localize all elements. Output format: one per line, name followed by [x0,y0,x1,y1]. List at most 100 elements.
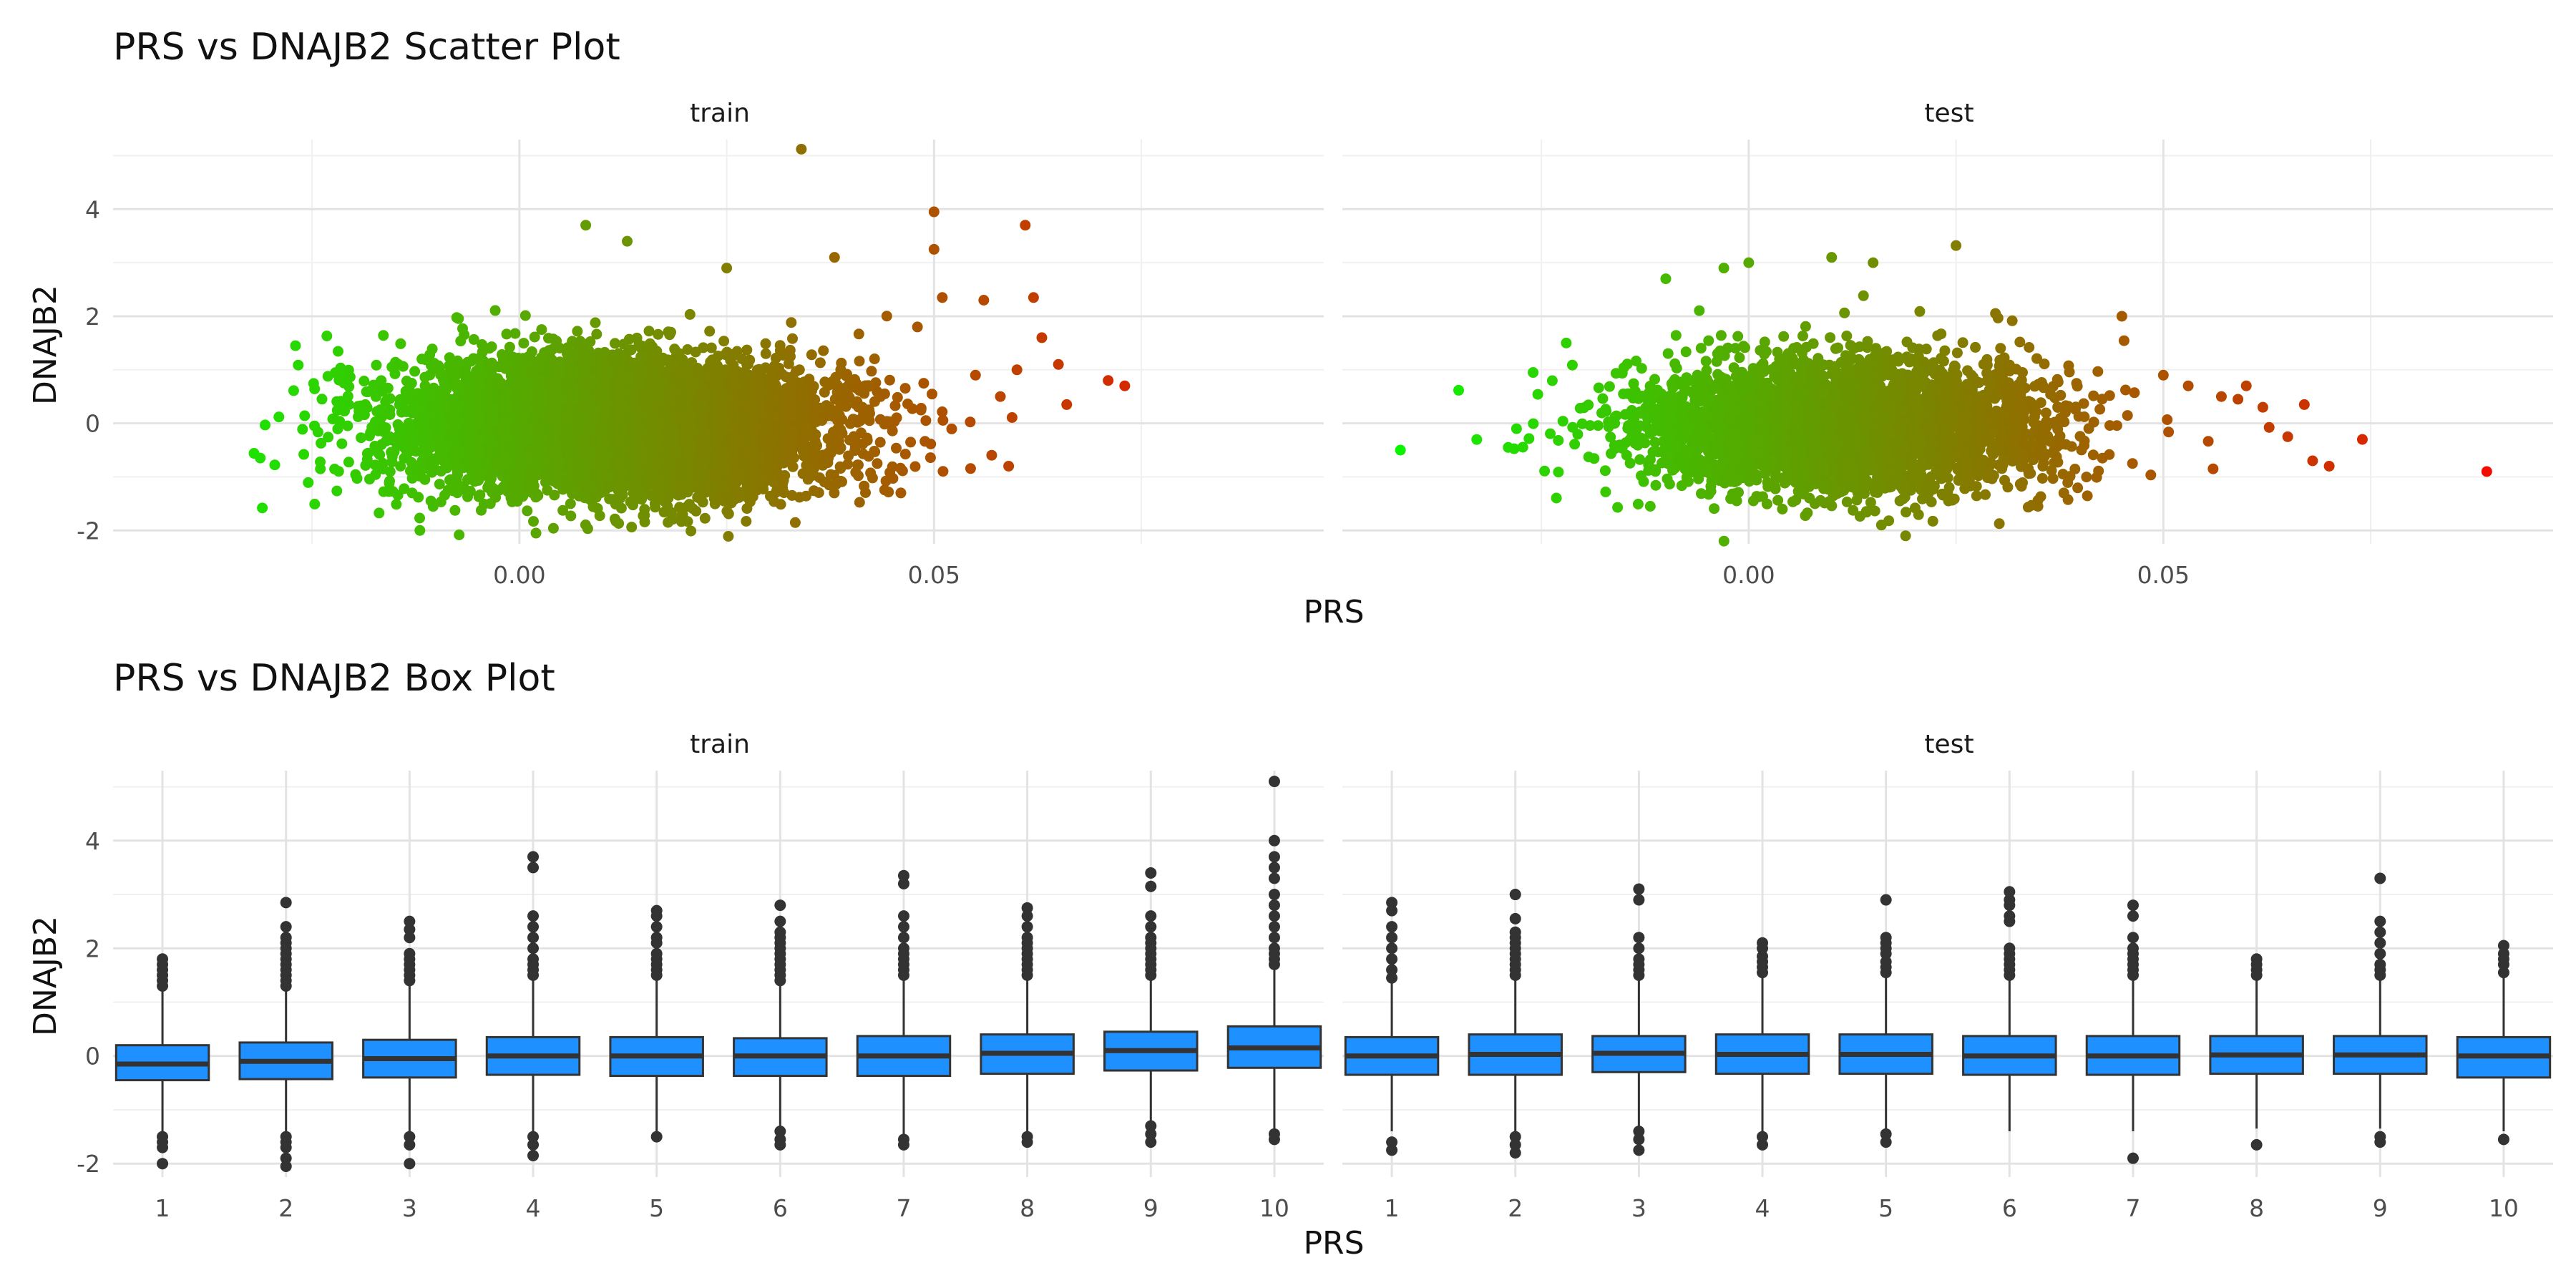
scatter-point [902,399,913,409]
scatter-strip-test: test [1924,99,1974,128]
scatter-point [872,458,883,469]
scatter-point [854,497,865,508]
scatter-point [866,366,877,377]
scatter-point [414,512,425,524]
scatter-point [591,328,602,340]
scatter-point [288,385,299,396]
scatter-point [489,305,501,316]
scatter-point [786,317,797,328]
scatter-point [399,452,410,464]
scatter-point [789,517,801,528]
scatter-point [529,331,540,343]
scatter-point [709,498,721,509]
scatter-point [518,338,530,349]
scatter-point [760,348,771,359]
scatter-point [473,491,484,502]
scatter-point [682,344,693,355]
scatter-point [378,330,389,341]
scatter-point [358,376,370,386]
scatter-point [389,368,401,379]
scatter-point [373,447,384,459]
scatter-point [592,503,603,514]
scatter-point [356,432,367,444]
scatter-point [804,374,815,385]
scatter-point [554,343,565,353]
scatter-point [836,357,847,369]
scatter-point [342,420,353,431]
scatter-point [859,480,870,492]
scatter-point [484,343,495,354]
scatter-point [332,424,343,434]
scatter-point [937,466,949,477]
scatter-point [453,313,464,324]
scatter-point [393,358,404,370]
scatter-point [391,499,402,510]
scatter-point [937,406,948,417]
scatter-point [610,338,620,349]
scatter-point [775,499,786,510]
scatter-point [409,366,421,377]
scatter-point [918,378,930,389]
scatter-point [706,342,717,353]
scatter-point [686,525,697,537]
scatter-point [618,350,629,361]
scatter-point [565,498,576,509]
scatter-point [509,328,521,339]
scatter-point [522,505,533,517]
scatter-point [484,498,496,509]
scatter-point [946,423,957,434]
scatter-chart: PRS vs DNAJB2 Scatter Plot train test -2… [27,26,2553,630]
scatter-point [927,389,937,400]
scatter-point [590,317,601,328]
scatter-point [468,333,479,345]
scatter-point [336,438,348,449]
scatter-point [937,414,949,426]
scatter-point [760,338,771,349]
scatter-point [331,485,343,497]
scatter-point [517,491,529,502]
scatter-point [547,522,559,534]
scatter-point [684,308,696,320]
scatter-point [333,346,343,357]
scatter-point [784,344,796,356]
scatter-point [831,479,842,490]
scatter-point [299,410,311,421]
scatter-point [333,374,345,386]
scatter-point [434,479,445,490]
scatter-point [419,371,431,383]
scatter-point [915,404,927,416]
scatter-point [854,356,865,367]
scatter-strip-train: train [690,99,750,128]
scatter-point [343,381,355,392]
scatter-point [894,462,906,474]
scatter-point [626,522,638,533]
scatter-point [965,416,976,428]
scatter-point [891,442,902,454]
scatter-point [567,336,578,347]
scatter-point [869,353,880,364]
scatter-point [384,475,395,487]
scatter-point [874,436,886,448]
scatter-point [543,333,554,344]
scatter-point [808,485,819,497]
point-cloud [255,305,1018,542]
scatter-point [613,518,625,529]
scatter-point [333,466,344,477]
scatter-point [501,328,512,340]
scatter-point [370,469,381,480]
scatter-point [1006,412,1018,423]
scatter-point [747,491,758,502]
scatter-point [664,329,675,341]
scatter-point [965,463,976,474]
scatter-point [899,383,911,394]
scatter-point [486,357,497,369]
scatter-point [526,346,537,357]
scatter-point [787,333,798,344]
scatter-point [260,419,270,431]
scatter-point [406,487,418,499]
scatter-point [650,502,661,513]
scatter-point [395,338,406,349]
scatter-point [909,461,921,472]
